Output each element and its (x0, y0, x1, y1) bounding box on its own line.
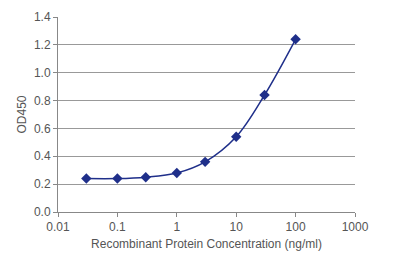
svg-text:1000: 1000 (342, 220, 369, 234)
svg-text:0.4: 0.4 (34, 149, 51, 163)
svg-text:1.4: 1.4 (34, 10, 51, 24)
svg-text:0.6: 0.6 (34, 122, 51, 136)
svg-text:10: 10 (230, 220, 244, 234)
svg-text:100: 100 (286, 220, 306, 234)
svg-text:0.01: 0.01 (46, 220, 70, 234)
svg-text:0.2: 0.2 (34, 177, 51, 191)
svg-text:Recombinant Protein Concentrat: Recombinant Protein Concentration (ng/ml… (91, 237, 322, 251)
svg-text:0.1: 0.1 (109, 220, 126, 234)
svg-text:OD450: OD450 (15, 95, 29, 133)
svg-text:0.8: 0.8 (34, 94, 51, 108)
svg-text:1.0: 1.0 (34, 66, 51, 80)
svg-text:0.0: 0.0 (34, 205, 51, 219)
svg-text:1.2: 1.2 (34, 38, 51, 52)
svg-text:1: 1 (173, 220, 180, 234)
